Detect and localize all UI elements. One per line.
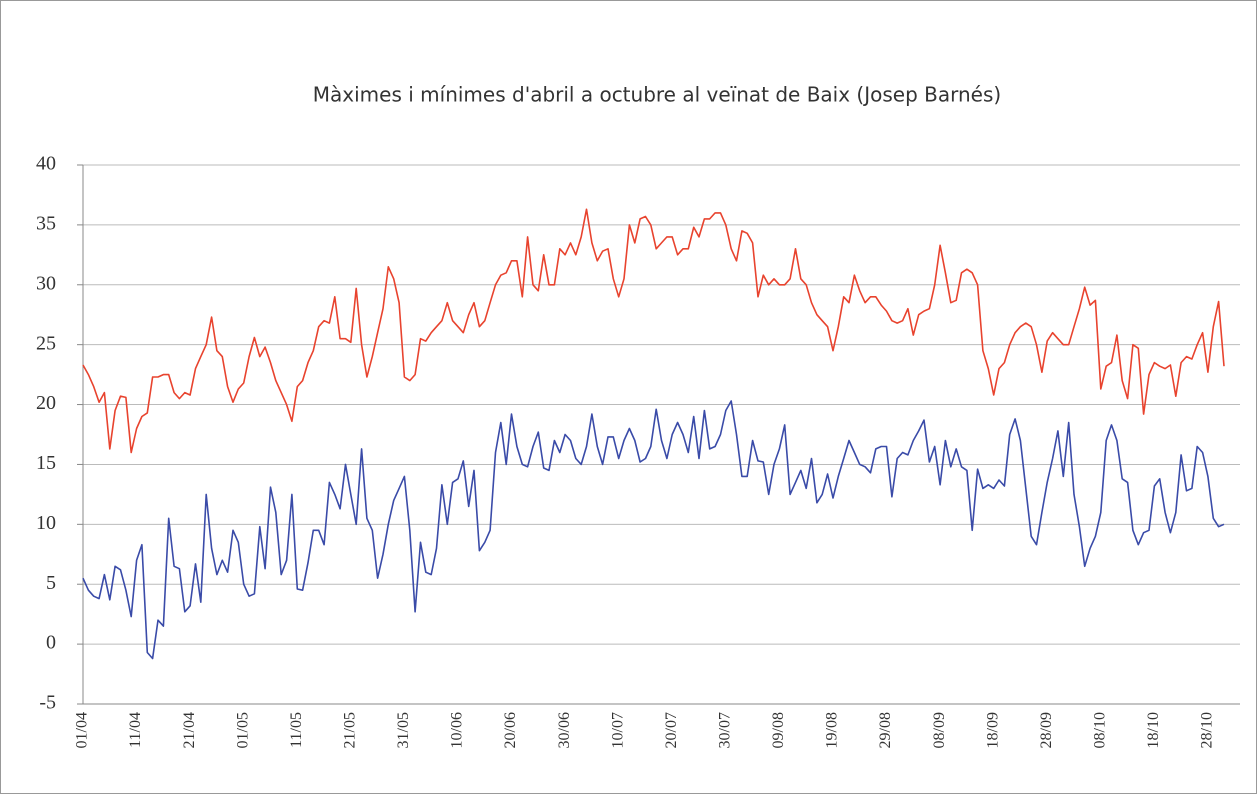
x-tick-label: 21/04 [181,712,198,748]
x-tick-label: 29/08 [877,712,894,748]
x-tick-label: 10/06 [449,712,466,748]
x-tick-label: 30/06 [556,712,573,748]
x-tick-label: 21/05 [342,712,359,748]
x-tick-label: 11/05 [288,712,305,748]
y-tick-label: 25 [36,332,56,354]
x-tick-label: 01/05 [234,712,251,748]
y-tick-label: 30 [36,272,56,294]
y-tick-label: 5 [46,572,56,594]
chart-title: Màximes i mínimes d'abril a octubre al v… [313,83,1001,107]
y-tick-label: 15 [36,452,56,474]
x-tick-label: 20/06 [502,712,519,748]
y-tick-label: 40 [36,153,56,175]
x-tick-label: 01/04 [74,712,91,748]
x-tick-label: 28/10 [1199,712,1216,748]
y-tick-label: 10 [36,512,56,534]
series-line [82,208,1225,454]
x-tick-label: 11/04 [127,712,144,748]
y-tick-label: -5 [39,692,56,714]
x-tick-label: 19/08 [824,712,841,748]
y-tick-label: 0 [46,632,56,654]
y-tick-label: 20 [36,392,56,414]
x-tick-label: 18/10 [1145,712,1162,748]
x-tick-label: 28/09 [1038,712,1055,748]
x-tick-label: 08/10 [1091,712,1108,748]
x-tick-label: 20/07 [663,712,680,748]
x-tick-label: 31/05 [395,712,412,748]
x-tick-label: 08/09 [931,712,948,748]
series-line [82,400,1225,660]
x-tick-label: 30/07 [716,712,733,748]
y-tick-label: 35 [36,212,56,234]
x-tick-label: 10/07 [609,712,626,748]
x-tick-label: 09/08 [770,712,787,748]
x-tick-label: 18/09 [984,712,1001,748]
